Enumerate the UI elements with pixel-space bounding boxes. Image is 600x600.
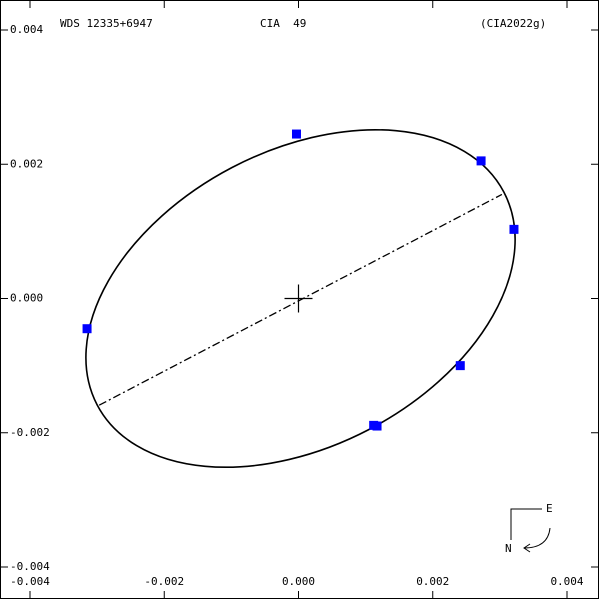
compass [510, 508, 551, 553]
compass-axes [510, 508, 542, 540]
data-point [291, 129, 301, 139]
chart-subtitle: CIA 49 [260, 17, 306, 30]
data-point [476, 156, 486, 166]
y-tick-label: -0.004 [10, 560, 50, 573]
compass-arrow [523, 527, 551, 549]
compass-north: N [505, 542, 512, 555]
reference: (CIA2022g) [480, 17, 546, 30]
primary-star [284, 284, 313, 313]
data-point [372, 421, 382, 431]
y-tick-label: 0.000 [10, 292, 43, 305]
orbit [85, 128, 516, 469]
data-point [509, 224, 519, 234]
compass-east: E [546, 502, 553, 515]
data-point [82, 324, 92, 334]
x-tick-label: 0.004 [550, 575, 583, 588]
x-tick-label: -0.002 [144, 575, 184, 588]
y-tick-label: -0.002 [10, 426, 50, 439]
x-tick-label: -0.004 [10, 575, 50, 588]
y-tick-label: 0.002 [10, 157, 43, 170]
x-tick-label: 0.000 [282, 575, 315, 588]
node-line [98, 193, 503, 406]
data-point [455, 361, 465, 371]
compass-arrowhead [523, 543, 531, 553]
y-tick-label: 0.004 [10, 23, 43, 36]
chart-title: WDS 12335+6947 [60, 17, 153, 30]
x-tick-label: 0.002 [416, 575, 449, 588]
